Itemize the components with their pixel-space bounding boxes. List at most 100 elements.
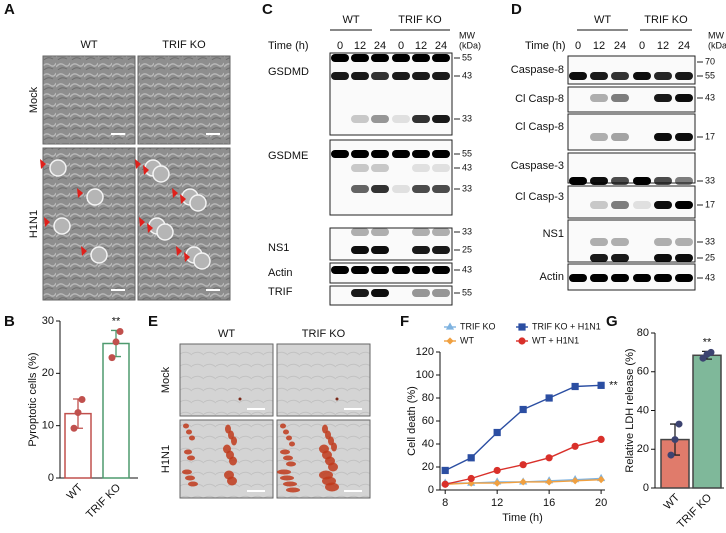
band <box>654 201 672 209</box>
band <box>633 274 651 282</box>
stained-cell <box>289 441 295 447</box>
mw-header: (kDa) <box>459 40 481 50</box>
mw-label: 55 <box>462 52 472 62</box>
infected-cell <box>53 217 71 235</box>
mw-header: MW <box>459 30 475 40</box>
panel-label: C <box>262 1 273 18</box>
mw-label: 43 <box>705 272 715 282</box>
blot-label: Caspase-3 <box>511 160 564 172</box>
mw-label: 25 <box>462 244 472 254</box>
stained-cell <box>187 455 195 461</box>
data-point <box>112 338 120 346</box>
band <box>611 94 629 102</box>
band <box>412 115 430 123</box>
band <box>371 115 389 123</box>
bar <box>102 342 130 479</box>
arrowhead <box>77 188 83 198</box>
band <box>432 72 450 80</box>
band <box>351 228 369 236</box>
y-tick-label: 0 <box>643 482 649 494</box>
group-header: WT <box>342 14 359 26</box>
legend-label: WT + H1N1 <box>532 335 579 345</box>
data-point <box>545 478 553 486</box>
y-axis-label: Relative LDH release (%) <box>624 348 636 472</box>
mw-label: 55 <box>705 70 715 80</box>
band <box>351 164 369 172</box>
arrowhead <box>184 252 190 262</box>
blot <box>567 263 696 291</box>
group-header: TRIF KO <box>644 14 688 26</box>
blot-label: TRIF <box>268 286 293 298</box>
data-point <box>116 327 124 335</box>
arrowhead <box>135 159 141 169</box>
band <box>633 201 651 209</box>
band <box>371 72 389 80</box>
significance: ** <box>609 379 618 391</box>
legend-marker <box>445 322 455 330</box>
band <box>569 72 587 80</box>
data-point <box>597 381 605 389</box>
band <box>611 133 629 141</box>
band <box>371 266 389 274</box>
arrowhead <box>139 217 145 227</box>
band <box>675 238 693 246</box>
band <box>351 54 369 62</box>
band <box>351 185 369 193</box>
band <box>432 115 450 123</box>
data-point <box>571 382 579 391</box>
panel-label: F <box>400 313 409 330</box>
lane-time: 24 <box>374 40 386 52</box>
band <box>412 150 430 158</box>
lane-time: 0 <box>575 40 581 52</box>
y-tick-label: 20 <box>422 461 434 473</box>
data-point <box>70 424 78 432</box>
micrograph <box>137 55 231 145</box>
legend-label: TRIF KO + H1N1 <box>532 321 601 331</box>
y-tick-label: 40 <box>422 438 434 450</box>
band <box>675 94 693 102</box>
stained-cell <box>286 487 300 493</box>
y-tick-label: 0 <box>428 484 434 496</box>
band <box>654 133 672 141</box>
mw-label: 43 <box>462 70 472 80</box>
band <box>654 94 672 102</box>
blot <box>567 86 696 113</box>
row-header: H1N1 <box>28 210 40 238</box>
band <box>675 72 693 80</box>
stained-cell <box>231 436 237 446</box>
x-tick-label: WT <box>65 481 86 502</box>
blot-label: GSDME <box>268 150 308 162</box>
band <box>351 246 369 254</box>
stained-cell <box>328 462 338 472</box>
y-tick-label: 20 <box>637 443 649 455</box>
stained-cell <box>325 482 339 492</box>
band <box>331 72 349 80</box>
mw-label: 33 <box>462 113 472 123</box>
band <box>611 72 629 80</box>
infected-cell <box>90 246 108 264</box>
y-tick-label: 30 <box>42 315 54 327</box>
stained-cell <box>185 475 195 481</box>
band <box>611 254 629 262</box>
data-point <box>597 435 605 443</box>
band <box>654 177 672 185</box>
infected-cell <box>193 252 211 270</box>
data-point <box>707 348 715 356</box>
data-point <box>493 479 501 487</box>
y-tick-label: 10 <box>42 420 54 432</box>
x-axis-label: Time (h) <box>502 512 543 524</box>
band <box>590 72 608 80</box>
arrowhead <box>176 246 182 256</box>
y-tick-label: 40 <box>637 404 649 416</box>
y-axis-label: Cell death (%) <box>406 386 418 456</box>
blot-label: Cl Casp-3 <box>515 191 564 203</box>
lane-time: 0 <box>639 40 645 52</box>
mw-label: 55 <box>462 287 472 297</box>
stained-cell <box>227 476 237 486</box>
blot-label: NS1 <box>268 242 289 254</box>
lane-time: 12 <box>415 40 427 52</box>
y-tick-label: 0 <box>48 472 54 484</box>
band <box>331 150 349 158</box>
blot-label: Cl Casp-8 <box>515 93 564 105</box>
